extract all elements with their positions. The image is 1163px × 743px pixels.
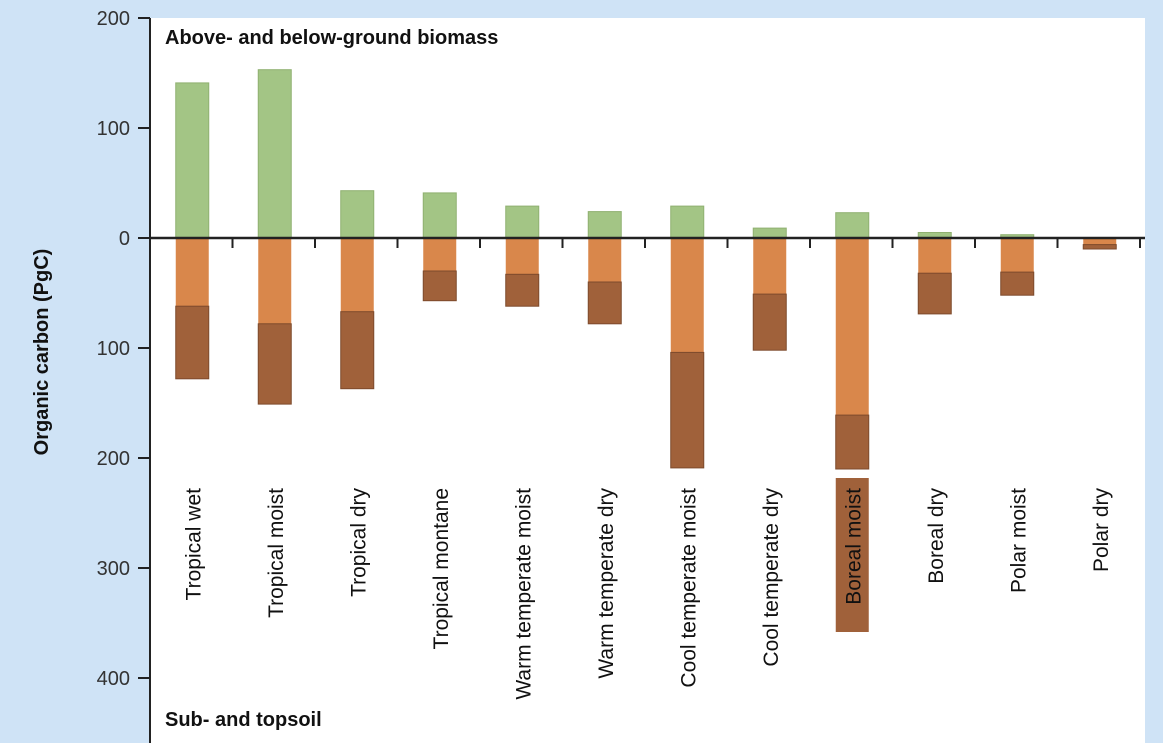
- bar-topsoil: [588, 238, 622, 282]
- category-label: Polar dry: [1090, 488, 1113, 573]
- bar-topsoil: [423, 238, 457, 271]
- y-tick-label: 200: [97, 8, 130, 30]
- category-labels-group: Tropical wet Tropical moist Tropical dry Tr…: [182, 478, 1113, 700]
- panel-label-top: Above- and below-ground biomass: [165, 27, 498, 49]
- x-ticks-group: [231, 238, 1141, 248]
- bar-topsoil: [340, 238, 374, 312]
- y-tick-label: 400: [97, 668, 130, 690]
- y-tick-label: 300: [97, 558, 130, 580]
- bar-subsoil: [917, 272, 952, 315]
- bar-subsoil: [505, 273, 540, 307]
- bar-topsoil: [670, 238, 704, 353]
- bar-topsoil: [505, 238, 539, 275]
- y-tick-label: 100: [97, 338, 130, 360]
- category-label: Tropical moist: [265, 488, 288, 618]
- bar-subsoil: [175, 305, 210, 380]
- category-label: Tropical montane: [430, 488, 453, 649]
- bar-biomass: [670, 205, 705, 239]
- highlight-label-box: [835, 478, 869, 632]
- category-label: Tropical dry: [347, 488, 370, 597]
- bar-topsoil: [835, 238, 869, 416]
- plot-panel: [150, 18, 1145, 743]
- bar-subsoil: [752, 293, 787, 351]
- bar-topsoil: [1083, 238, 1117, 245]
- bar-biomass: [835, 212, 870, 239]
- bar-topsoil: [918, 238, 952, 274]
- bar-biomass: [587, 211, 622, 239]
- bar-subsoil: [835, 414, 870, 470]
- category-label: Boreal moist: [842, 488, 865, 605]
- bar-topsoil: [258, 238, 292, 324]
- category-label: Cool temperate dry: [760, 488, 783, 667]
- bars-group: [175, 69, 1117, 470]
- bar-subsoil: [587, 281, 622, 325]
- bar-subsoil: [257, 323, 292, 405]
- y-axis-label: Organic carbon (PgC): [31, 249, 53, 456]
- category-label: Tropical wet: [182, 488, 205, 601]
- y-tick-label: 0: [119, 228, 130, 250]
- bar-subsoil: [340, 311, 375, 390]
- y-tick-label: 100: [97, 118, 130, 140]
- bar-biomass: [422, 192, 457, 239]
- category-label: Warm temperate moist: [512, 488, 535, 700]
- bar-subsoil: [670, 351, 705, 469]
- bar-subsoil: [1082, 244, 1117, 250]
- y-tick-label: 200: [97, 448, 130, 470]
- bar-subsoil: [422, 270, 457, 302]
- bar-biomass: [752, 227, 787, 239]
- bar-subsoil: [1000, 271, 1035, 296]
- bar-biomass: [505, 205, 540, 239]
- panel-label-bottom: Sub- and topsoil: [165, 709, 322, 731]
- bar-biomass: [340, 190, 375, 239]
- category-label: Boreal dry: [925, 488, 948, 584]
- bar-topsoil: [753, 238, 787, 295]
- category-label: Warm temperate dry: [595, 488, 618, 679]
- category-label: Polar moist: [1007, 488, 1030, 593]
- category-label: Cool temperate moist: [677, 488, 700, 688]
- bar-biomass: [257, 69, 292, 239]
- y-ticks-group: 200 100 0 100 200 300 400: [97, 8, 150, 690]
- bar-biomass: [175, 82, 210, 239]
- bar-topsoil: [175, 238, 209, 307]
- bar-topsoil: [1000, 238, 1034, 273]
